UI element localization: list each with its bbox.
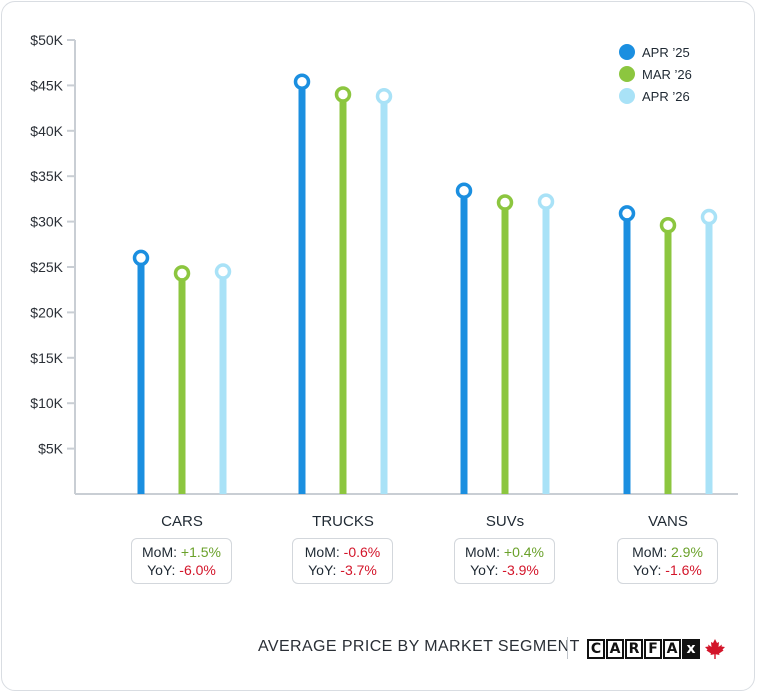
mom-value: +0.4% — [503, 544, 544, 560]
yoy-line: YoY: -3.9% — [455, 561, 554, 579]
lollipop-point — [659, 216, 677, 234]
yoy-label: YoY: — [147, 562, 180, 578]
logo-letter: A — [606, 639, 624, 659]
stat-box: MoM: +1.5% YoY: -6.0% — [131, 538, 232, 584]
lollipop-point — [455, 182, 473, 199]
mom-line: MoM: 2.9% — [618, 543, 717, 561]
category-label: VANS — [648, 513, 688, 530]
mom-line: MoM: +0.4% — [455, 543, 554, 561]
series-marks — [132, 73, 718, 494]
logo-letter: F — [644, 639, 662, 659]
y-tick-label: $20K — [30, 304, 63, 320]
logo-letter: A — [663, 639, 681, 659]
category-label: CARS — [161, 513, 203, 530]
legend-label: APR ’26 — [642, 89, 690, 104]
y-tick-label: $15K — [30, 350, 63, 366]
y-tick-label: $50K — [30, 32, 63, 48]
lollipop-point — [132, 249, 150, 267]
category-label: TRUCKS — [312, 513, 374, 530]
legend: APR ’25 MAR ’26 APR ’26 — [619, 44, 692, 104]
yoy-value: -3.9% — [502, 562, 539, 578]
mom-value: +1.5% — [180, 544, 221, 560]
chart-plot: $5K$10K$15K$20K$25K$30K$35K$40K$45K$50K … — [30, 32, 738, 530]
stat-box: MoM: 2.9% YoY: -1.6% — [617, 538, 718, 584]
yoy-label: YoY: — [470, 562, 503, 578]
lollipop-point — [173, 265, 191, 282]
logo-letter: R — [625, 639, 643, 659]
yoy-line: YoY: -1.6% — [618, 561, 717, 579]
mom-label: MoM: — [465, 544, 504, 560]
lollipop-point — [334, 86, 352, 103]
legend-swatch — [619, 88, 635, 104]
yoy-line: YoY: -3.7% — [293, 561, 392, 579]
footer-divider — [567, 637, 568, 659]
mom-value: -0.6% — [343, 544, 381, 560]
chart-title: AVERAGE PRICE BY MARKET SEGMENT — [258, 638, 580, 655]
legend-swatch — [619, 44, 635, 60]
category-labels: CARS TRUCKS SUVs VANS — [161, 513, 688, 530]
legend-label: MAR ’26 — [642, 67, 692, 82]
maple-leaf-icon — [705, 639, 725, 659]
mom-label: MoM: — [142, 544, 181, 560]
lollipop-point — [293, 73, 311, 91]
mom-line: MoM: -0.6% — [293, 543, 392, 561]
lollipop-point — [496, 194, 514, 211]
lollipop-point — [618, 205, 636, 222]
legend-label: APR ’25 — [642, 45, 690, 60]
yoy-label: YoY: — [308, 562, 341, 578]
y-tick-label: $5K — [38, 441, 64, 457]
y-tick-label: $45K — [30, 77, 63, 93]
mom-label: MoM: — [632, 544, 671, 560]
yoy-line: YoY: -6.0% — [132, 561, 231, 579]
legend-swatch — [619, 66, 635, 82]
mom-line: MoM: +1.5% — [132, 543, 231, 561]
yoy-label: YoY: — [633, 562, 666, 578]
stat-box: MoM: +0.4% YoY: -3.9% — [454, 538, 555, 584]
lollipop-point — [537, 193, 555, 210]
mom-label: MoM: — [304, 544, 344, 560]
y-tick-label: $25K — [30, 259, 63, 275]
lollipop-point — [375, 88, 393, 105]
y-tick-label: $40K — [30, 123, 63, 139]
yoy-value: -6.0% — [179, 562, 216, 578]
yoy-value: -1.6% — [665, 562, 702, 578]
mom-value: 2.9% — [670, 544, 703, 560]
yoy-value: -3.7% — [340, 562, 377, 578]
y-tick-label: $10K — [30, 395, 63, 411]
lollipop-point — [700, 208, 718, 226]
stat-box: MoM: -0.6% YoY: -3.7% — [292, 538, 393, 584]
y-tick-label: $35K — [30, 168, 63, 184]
y-tick-label: $30K — [30, 214, 63, 230]
category-label: SUVs — [486, 513, 524, 530]
logo-letter: C — [587, 639, 605, 659]
logo-letter: x — [682, 639, 700, 659]
lollipop-point — [214, 263, 232, 280]
